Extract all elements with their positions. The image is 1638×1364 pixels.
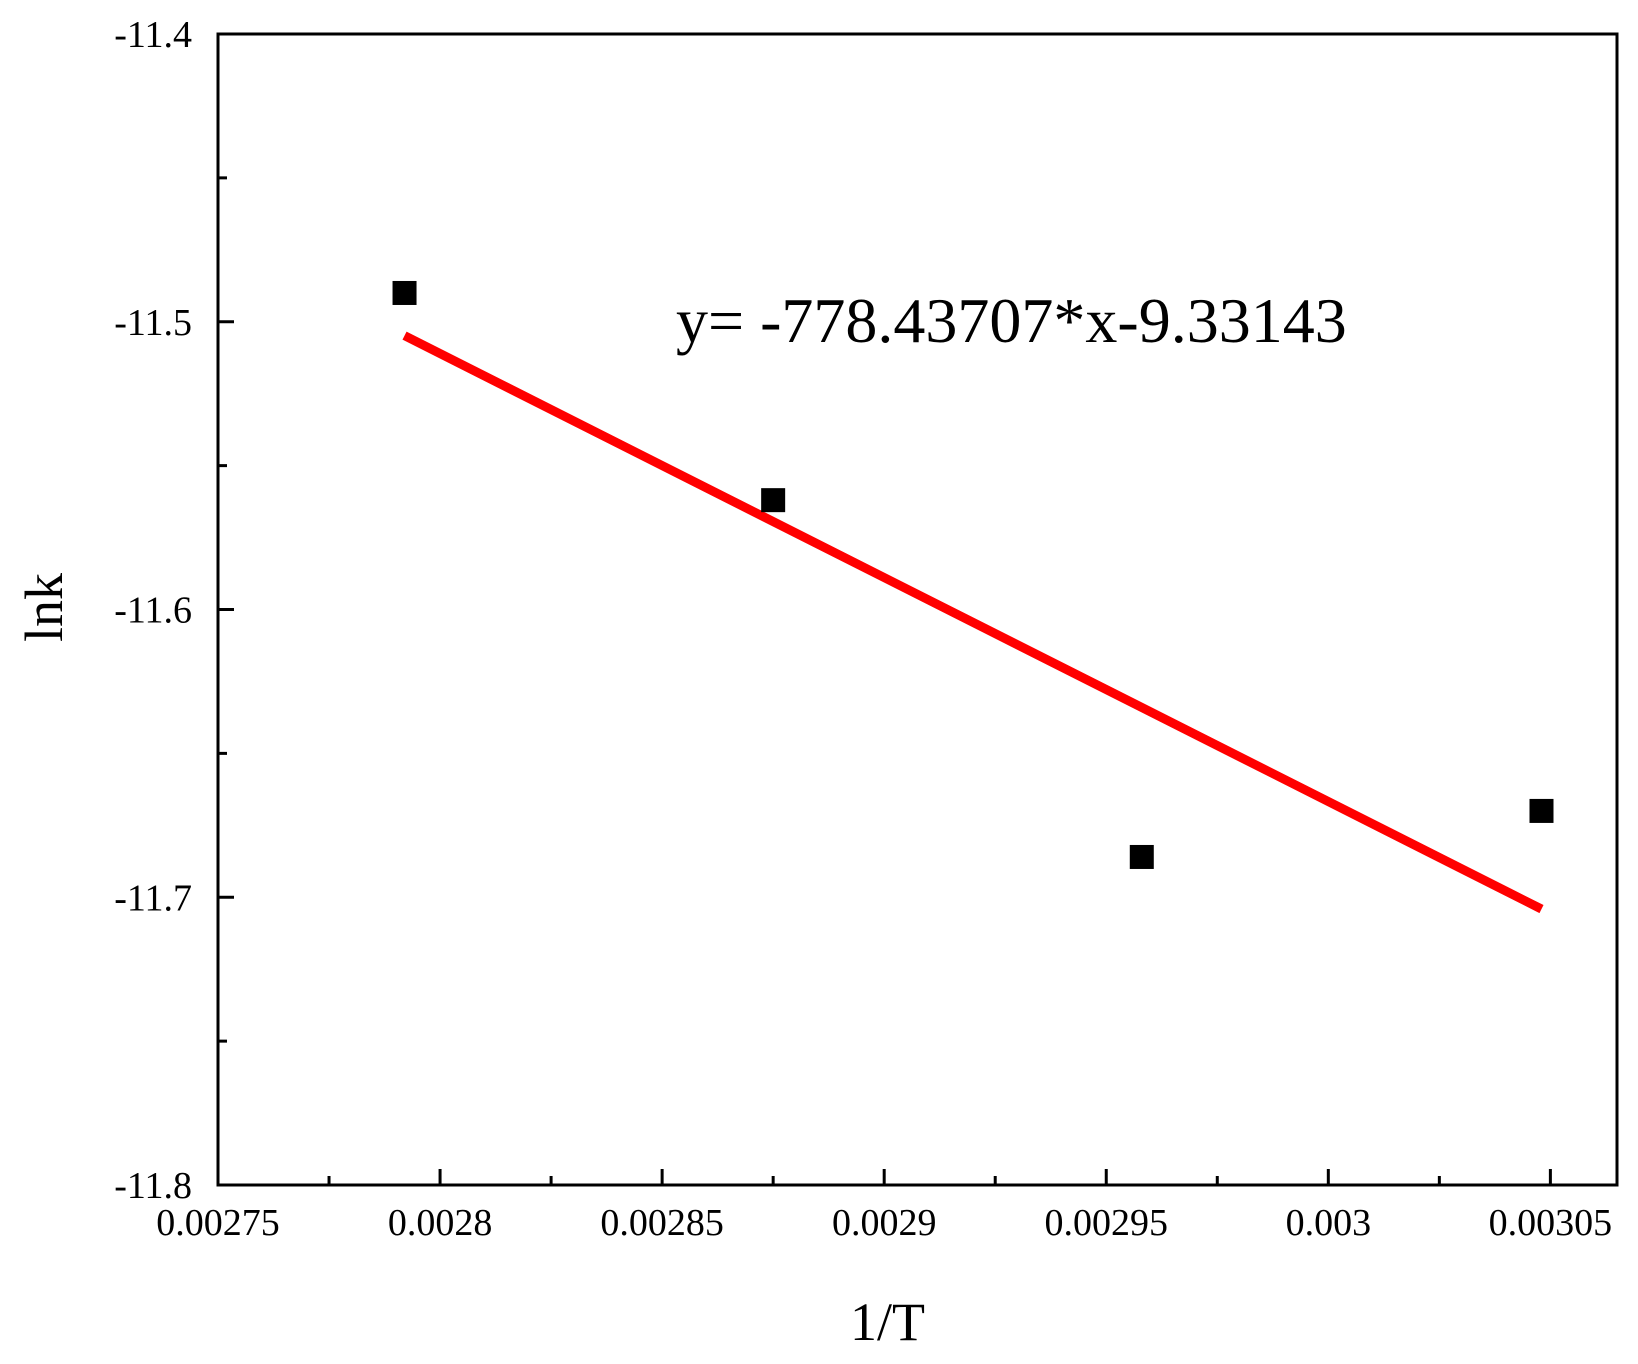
data-points-layer <box>392 280 1554 869</box>
x-axis-ticks: 0.00275 0.0028 0.00285 0.0029 0.00295 0.003 0.… <box>156 1169 1612 1244</box>
y-tick-label: -11.5 <box>114 302 192 344</box>
data-point <box>1529 798 1554 823</box>
plot-area-frame <box>216 32 1619 1187</box>
x-tick-label: 0.00275 <box>156 1202 280 1244</box>
x-tick-label: 0.00295 <box>1045 1202 1169 1244</box>
x-tick-label: 0.003 <box>1286 1202 1372 1244</box>
fit-line <box>402 331 1544 914</box>
data-point <box>1129 844 1154 869</box>
fit-line-layer <box>402 331 1544 914</box>
y-tick-label: -11.7 <box>114 877 192 919</box>
x-tick-label: 0.00285 <box>600 1202 724 1244</box>
fit-equation-annotation: y= -778.43707*x-9.33143 <box>676 285 1347 356</box>
y-tick-label: -11.4 <box>114 14 192 56</box>
x-tick-label: 0.0029 <box>832 1202 937 1244</box>
y-tick-label: -11.8 <box>114 1165 192 1207</box>
x-tick-label: 0.00305 <box>1489 1202 1613 1244</box>
x-tick-label: 0.0028 <box>388 1202 493 1244</box>
y-axis-title: lnk <box>14 573 74 642</box>
x-axis-title: 1/T <box>850 1292 925 1352</box>
data-point <box>392 280 417 305</box>
y-tick-label: -11.6 <box>114 590 192 632</box>
data-point <box>761 488 786 513</box>
y-axis-ticks: -11.8 -11.7 -11.6 -11.5 -11.4 <box>114 14 234 1207</box>
